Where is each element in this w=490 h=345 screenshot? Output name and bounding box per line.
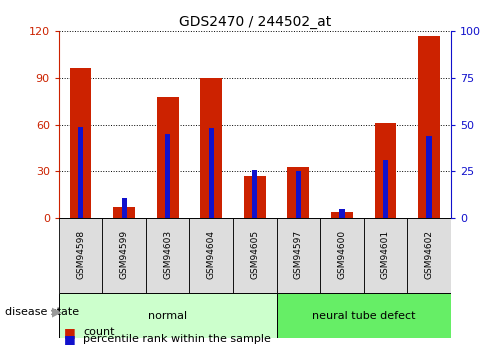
Text: GSM94601: GSM94601: [381, 229, 390, 279]
Bar: [233, 218, 276, 293]
Bar: [78, 127, 83, 218]
Text: count: count: [83, 327, 115, 337]
Bar: [276, 293, 451, 338]
Bar: [296, 171, 301, 218]
Bar: [244, 176, 266, 218]
Text: ▶: ▶: [51, 306, 61, 319]
Bar: [331, 212, 353, 218]
Bar: [426, 136, 432, 218]
Bar: [364, 218, 407, 293]
Bar: [122, 198, 127, 218]
Text: disease state: disease state: [5, 307, 79, 317]
Bar: [339, 209, 344, 218]
Text: GSM94599: GSM94599: [120, 229, 129, 279]
Text: GSM94597: GSM94597: [294, 229, 303, 279]
Bar: [407, 218, 451, 293]
Bar: [418, 36, 440, 218]
Text: normal: normal: [148, 310, 187, 321]
Bar: [276, 218, 320, 293]
Bar: [157, 97, 178, 218]
Bar: [320, 218, 364, 293]
Bar: [59, 293, 276, 338]
Bar: [113, 207, 135, 218]
Text: ■: ■: [64, 326, 75, 339]
Text: ■: ■: [64, 333, 75, 345]
Title: GDS2470 / 244502_at: GDS2470 / 244502_at: [179, 14, 331, 29]
Text: GSM94605: GSM94605: [250, 229, 259, 279]
Text: neural tube defect: neural tube defect: [312, 310, 416, 321]
Text: GSM94600: GSM94600: [338, 229, 346, 279]
Text: GSM94598: GSM94598: [76, 229, 85, 279]
Bar: [288, 167, 309, 218]
Text: GSM94602: GSM94602: [424, 229, 434, 278]
Bar: [102, 218, 146, 293]
Bar: [209, 128, 214, 218]
Bar: [383, 160, 388, 218]
Bar: [59, 218, 102, 293]
Bar: [252, 170, 257, 218]
Bar: [146, 218, 190, 293]
Text: GSM94603: GSM94603: [163, 229, 172, 279]
Bar: [374, 123, 396, 218]
Text: percentile rank within the sample: percentile rank within the sample: [83, 334, 271, 344]
Bar: [165, 134, 171, 218]
Bar: [200, 78, 222, 218]
Bar: [190, 218, 233, 293]
Text: GSM94604: GSM94604: [207, 229, 216, 278]
Bar: [70, 69, 92, 218]
